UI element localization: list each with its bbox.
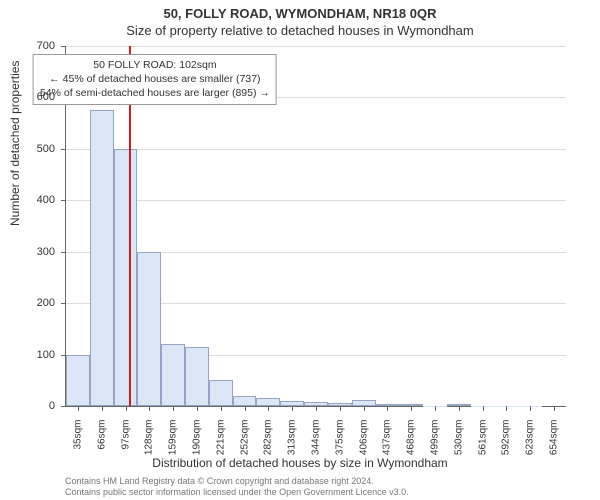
xtick-mark xyxy=(530,406,531,411)
ytick-label: 300 xyxy=(0,246,55,258)
xtick-mark xyxy=(173,406,174,411)
callout-line2: ← 45% of detached houses are smaller (73… xyxy=(40,72,270,86)
histogram-bar xyxy=(209,380,233,406)
chart-title-address: 50, FOLLY ROAD, WYMONDHAM, NR18 0QR xyxy=(0,0,600,21)
xtick-mark xyxy=(506,406,507,411)
histogram-bar xyxy=(233,396,257,406)
ytick-label: 0 xyxy=(0,400,55,412)
xtick-mark xyxy=(435,406,436,411)
histogram-bar xyxy=(161,344,185,406)
ytick-label: 600 xyxy=(0,91,55,103)
property-callout: 50 FOLLY ROAD: 102sqm ← 45% of detached … xyxy=(33,54,277,105)
histogram-bar xyxy=(90,110,114,406)
xtick-mark xyxy=(292,406,293,411)
xtick-mark xyxy=(149,406,150,411)
ytick-mark xyxy=(61,406,66,407)
histogram-bar xyxy=(66,355,90,406)
footer-attribution: Contains HM Land Registry data © Crown c… xyxy=(65,476,409,498)
xtick-mark xyxy=(221,406,222,411)
ytick-label: 500 xyxy=(0,143,55,155)
ytick-label: 100 xyxy=(0,349,55,361)
xtick-mark xyxy=(411,406,412,411)
plot-area: 35sqm66sqm97sqm128sqm159sqm190sqm221sqm2… xyxy=(65,46,565,406)
gridline xyxy=(66,46,566,47)
histogram-bar xyxy=(137,252,161,406)
callout-line1: 50 FOLLY ROAD: 102sqm xyxy=(40,58,270,72)
ytick-mark xyxy=(61,46,66,47)
xtick-mark xyxy=(554,406,555,411)
ytick-label: 200 xyxy=(0,297,55,309)
xtick-mark xyxy=(364,406,365,411)
histogram-bar xyxy=(114,149,138,406)
xtick-mark xyxy=(483,406,484,411)
chart-subtitle: Size of property relative to detached ho… xyxy=(0,21,600,38)
gridline xyxy=(66,200,566,201)
xtick-mark xyxy=(102,406,103,411)
xtick-mark xyxy=(245,406,246,411)
xtick-mark xyxy=(387,406,388,411)
gridline xyxy=(66,149,566,150)
xtick-mark xyxy=(78,406,79,411)
xtick-mark xyxy=(126,406,127,411)
footer-line1: Contains HM Land Registry data © Crown c… xyxy=(65,476,409,487)
xtick-mark xyxy=(197,406,198,411)
histogram-bar xyxy=(185,347,209,406)
xtick-mark xyxy=(268,406,269,411)
footer-line2: Contains public sector information licen… xyxy=(65,487,409,498)
x-axis-label: Distribution of detached houses by size … xyxy=(0,456,600,470)
xtick-mark xyxy=(316,406,317,411)
ytick-mark xyxy=(61,252,66,253)
ytick-label: 400 xyxy=(0,194,55,206)
ytick-mark xyxy=(61,149,66,150)
ytick-mark xyxy=(61,200,66,201)
ytick-label: 700 xyxy=(0,40,55,52)
chart-container: { "titles": { "line1": "50, FOLLY ROAD, … xyxy=(0,0,600,500)
xtick-mark xyxy=(459,406,460,411)
histogram-bar xyxy=(256,398,280,406)
xtick-mark xyxy=(340,406,341,411)
callout-line3: 54% of semi-detached houses are larger (… xyxy=(40,86,270,100)
ytick-mark xyxy=(61,303,66,304)
